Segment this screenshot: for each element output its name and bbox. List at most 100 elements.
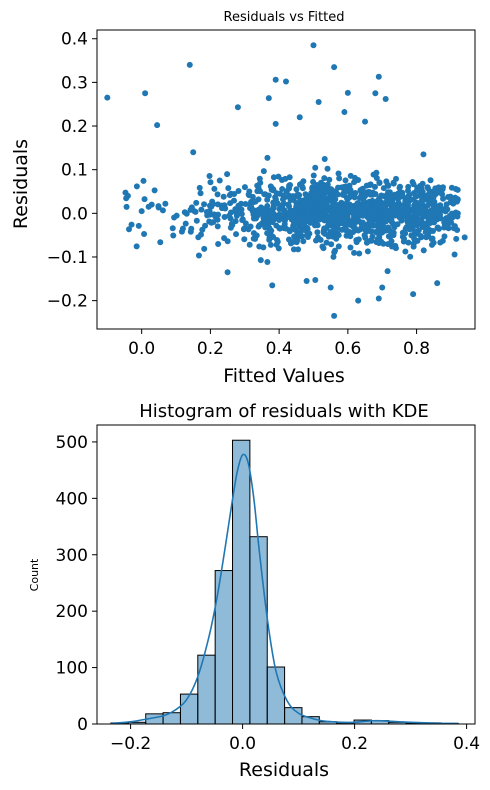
scatter-point bbox=[380, 223, 387, 230]
scatter-point bbox=[283, 225, 290, 232]
scatter-point bbox=[126, 226, 133, 233]
scatter-point bbox=[413, 237, 420, 244]
histogram-y-ticks: 0 100 200 300 400 500 bbox=[56, 433, 97, 735]
scatter-x-tick-label: 0.2 bbox=[197, 339, 224, 359]
scatter-point bbox=[245, 191, 252, 198]
scatter-point bbox=[410, 220, 417, 227]
scatter-axes-frame bbox=[96, 29, 476, 330]
scatter-point bbox=[383, 178, 390, 185]
scatter-point bbox=[258, 204, 265, 211]
scatter-point bbox=[256, 175, 263, 182]
scatter-point bbox=[321, 175, 328, 182]
scatter-point bbox=[142, 90, 149, 97]
scatter-point bbox=[296, 114, 303, 121]
histogram-y-tick-label: 300 bbox=[56, 546, 88, 566]
scatter-point bbox=[334, 191, 341, 198]
scatter-point bbox=[430, 228, 437, 235]
scatter-point bbox=[299, 183, 306, 190]
scatter-point bbox=[268, 215, 275, 222]
scatter-point bbox=[409, 179, 416, 186]
scatter-point bbox=[347, 186, 354, 193]
scatter-point bbox=[295, 246, 302, 253]
histogram-bar bbox=[284, 707, 303, 725]
scatter-point bbox=[275, 245, 282, 252]
scatter-point bbox=[224, 238, 231, 245]
scatter-point bbox=[338, 199, 345, 206]
scatter-point bbox=[145, 203, 152, 210]
scatter-point bbox=[252, 198, 259, 205]
scatter-point bbox=[326, 176, 333, 183]
scatter-point bbox=[388, 243, 395, 250]
scatter-point bbox=[376, 179, 383, 186]
scatter-point bbox=[384, 211, 391, 218]
scatter-point bbox=[316, 184, 323, 191]
scatter-point bbox=[454, 186, 461, 193]
scatter-point bbox=[265, 192, 272, 199]
scatter-point bbox=[283, 214, 290, 221]
scatter-point bbox=[252, 235, 259, 242]
scatter-point bbox=[341, 109, 348, 116]
scatter-point bbox=[404, 198, 411, 205]
scatter-point bbox=[256, 243, 263, 250]
scatter-point bbox=[328, 241, 335, 248]
scatter-point bbox=[268, 209, 275, 216]
scatter-point bbox=[434, 189, 441, 196]
scatter-point bbox=[304, 210, 311, 217]
scatter-point bbox=[269, 282, 276, 289]
histogram-x-tick-label: 0.0 bbox=[229, 734, 256, 754]
scatter-point bbox=[367, 228, 374, 235]
scatter-point bbox=[461, 234, 468, 241]
scatter-point bbox=[385, 224, 392, 231]
scatter-point bbox=[371, 183, 378, 190]
scatter-point bbox=[310, 178, 317, 185]
scatter-point bbox=[315, 99, 322, 106]
scatter-point bbox=[151, 187, 158, 194]
scatter-y-axis-label: Residuals bbox=[10, 139, 32, 229]
histogram-bar bbox=[197, 654, 216, 725]
scatter-point bbox=[395, 212, 402, 219]
histogram-y-tick-label: 100 bbox=[56, 659, 88, 679]
scatter-point bbox=[420, 151, 427, 158]
scatter-y-tick-label: 0.3 bbox=[61, 73, 88, 93]
scatter-point bbox=[270, 187, 277, 194]
scatter-point bbox=[393, 175, 400, 182]
scatter-point bbox=[293, 186, 300, 193]
scatter-point bbox=[375, 221, 382, 228]
scatter-point bbox=[373, 169, 380, 176]
scatter-point bbox=[315, 204, 322, 211]
scatter-point bbox=[325, 204, 332, 211]
scatter-point bbox=[128, 221, 135, 228]
scatter-point bbox=[261, 191, 268, 198]
scatter-y-tick-label: 0.2 bbox=[61, 117, 88, 137]
scatter-point bbox=[375, 295, 382, 302]
scatter-point bbox=[363, 224, 370, 231]
scatter-point bbox=[235, 187, 242, 194]
scatter-point bbox=[435, 225, 442, 232]
scatter-point bbox=[265, 95, 272, 102]
scatter-point bbox=[373, 174, 380, 181]
scatter-point bbox=[313, 212, 320, 219]
scatter-point bbox=[379, 284, 386, 291]
scatter-point bbox=[372, 90, 379, 97]
scatter-point bbox=[402, 248, 409, 255]
scatter-point bbox=[224, 269, 231, 276]
scatter-point bbox=[320, 229, 327, 236]
scatter-point bbox=[387, 192, 394, 199]
scatter-point bbox=[362, 118, 369, 125]
scatter-point bbox=[198, 206, 205, 213]
scatter-point bbox=[410, 243, 417, 250]
scatter-point bbox=[219, 205, 226, 212]
histogram-axes-frame bbox=[96, 424, 476, 725]
scatter-point bbox=[310, 172, 317, 179]
scatter-point bbox=[396, 183, 403, 190]
scatter-point bbox=[351, 179, 358, 186]
scatter-point bbox=[170, 232, 177, 239]
scatter-point bbox=[231, 191, 238, 198]
scatter-x-tick-label: 0.8 bbox=[403, 339, 430, 359]
scatter-y-tick-label: 0.0 bbox=[61, 204, 88, 224]
scatter-point bbox=[300, 201, 307, 208]
scatter-point bbox=[261, 211, 268, 218]
scatter-x-tick-label: 0.6 bbox=[334, 339, 361, 359]
scatter-point bbox=[300, 226, 307, 233]
scatter-point bbox=[188, 225, 195, 232]
